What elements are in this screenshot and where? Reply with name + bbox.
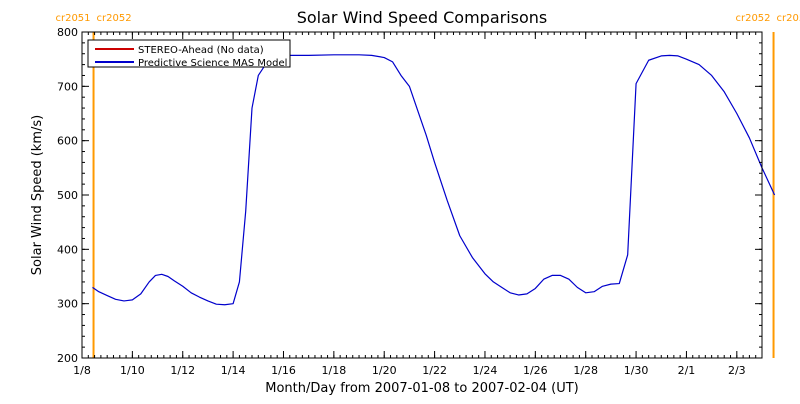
- y-tick-label: 400: [57, 243, 78, 256]
- x-tick-label: 1/18: [322, 364, 347, 377]
- y-tick-label: 500: [57, 189, 78, 202]
- legend: STEREO-Ahead (No data) Predictive Science…: [87, 39, 291, 69]
- series-line-1: [92, 54, 776, 306]
- carrington-markers: cr2051 cr2052 cr2052 cr2053: [55, 13, 800, 358]
- x-axis-title: Month/Day from 2007-01-08 to 2007-02-04 …: [265, 381, 578, 396]
- chart-title: Solar Wind Speed Comparisons: [297, 8, 548, 27]
- y-tick-label: 200: [57, 352, 78, 365]
- x-tick-label: 1/22: [422, 364, 447, 377]
- x-tick-label: 2/3: [728, 364, 746, 377]
- x-tick-label: 1/30: [624, 364, 649, 377]
- x-tick-label: 1/12: [170, 364, 195, 377]
- x-tick-label: 1/28: [573, 364, 598, 377]
- y-tick-label: 600: [57, 135, 78, 148]
- y-axis-title: Solar Wind Speed (km/s): [30, 115, 45, 275]
- y-tick-label: 800: [57, 26, 78, 39]
- plot-frame: [81, 31, 763, 359]
- x-tick-label: 1/14: [221, 364, 246, 377]
- x-tick-label: 1/8: [73, 364, 91, 377]
- legend-label: Predictive Science MAS Model: [138, 58, 287, 69]
- x-tick-label: 1/24: [473, 364, 498, 377]
- y-tick-label: 300: [57, 298, 78, 311]
- carrington-label-right: cr2053: [777, 13, 800, 24]
- x-tick-label: 1/20: [372, 364, 397, 377]
- x-tick-label: 1/26: [523, 364, 548, 377]
- carrington-label-right: cr2052: [97, 13, 132, 24]
- x-tick-label: 2/1: [678, 364, 696, 377]
- y-tick-label: 700: [57, 80, 78, 93]
- carrington-label-left: cr2051: [55, 13, 90, 24]
- x-tick-label: 1/16: [271, 364, 296, 377]
- series-lines: [92, 54, 776, 306]
- axis-ticks: 1/8 1/10 1/12 1/14 1/16 1/18 1/20 1/22 1/24 1/26 1…: [57, 26, 763, 377]
- carrington-label-left: cr2052: [735, 13, 770, 24]
- legend-label: STEREO-Ahead (No data): [138, 45, 264, 56]
- x-tick-label: 1/10: [120, 364, 145, 377]
